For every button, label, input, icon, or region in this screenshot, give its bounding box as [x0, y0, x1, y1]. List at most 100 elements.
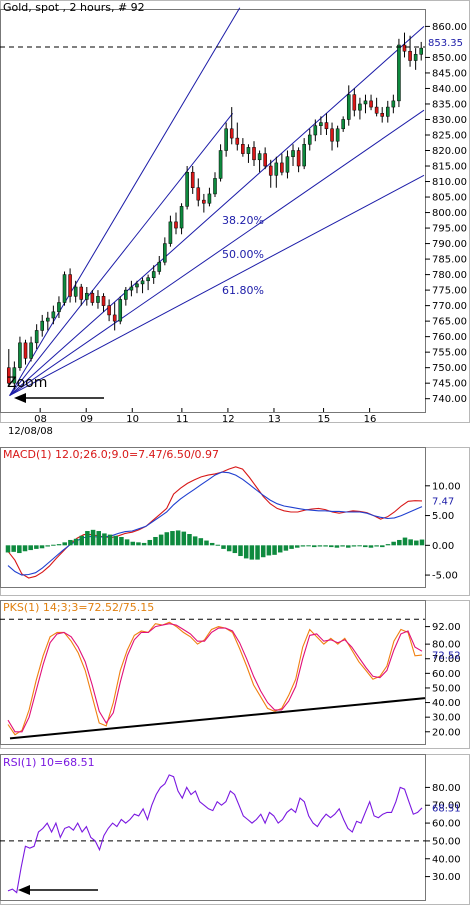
candle-body — [252, 147, 256, 161]
candle-body — [213, 178, 217, 195]
candle-body — [385, 106, 390, 117]
candle-body — [34, 330, 39, 344]
y-tick-label: 820.00 — [432, 146, 467, 157]
macd-panel: MACD(1) 12.0;26.0;9.0=7.47/6.50/0.97 10.… — [0, 447, 470, 596]
histogram-bar — [153, 536, 158, 546]
y-tick-label: 775.00 — [432, 286, 467, 297]
candle-body — [358, 103, 362, 111]
rsi-arrow — [18, 885, 98, 895]
histogram-bar — [243, 545, 249, 559]
histogram-bar — [317, 545, 323, 547]
last-price-label: 853.35 — [428, 38, 463, 49]
candle-body — [235, 137, 240, 145]
candle-body — [90, 292, 95, 303]
y-tick-label: 770.00 — [432, 301, 467, 312]
current-value-label: 72.52 — [432, 651, 461, 662]
histogram-bar — [34, 545, 39, 549]
y-tick-label: 850.00 — [432, 53, 467, 64]
histogram-bar — [266, 545, 272, 556]
candle-body — [163, 243, 167, 263]
y-tick-label: 760.00 — [432, 332, 467, 343]
time-axis: 08 09 10 11 12 13 15 16 — [34, 408, 376, 425]
price-plot-border — [0, 9, 426, 413]
x-tick-label: 15 — [318, 414, 331, 425]
candle-body — [419, 47, 423, 55]
candle-body — [391, 100, 396, 108]
candle-body — [124, 289, 128, 300]
y-tick-label: 800.00 — [432, 208, 467, 219]
candle-body — [291, 150, 295, 157]
candle-body — [380, 113, 384, 117]
histogram-bar — [170, 531, 175, 546]
y-tick-label: 0.00 — [432, 541, 454, 552]
candle-body — [402, 44, 407, 52]
candle-body — [319, 122, 323, 126]
histogram-bar — [68, 539, 73, 546]
histogram-bar — [260, 545, 266, 558]
candle-body — [73, 286, 78, 297]
y-tick-label: 70.00 — [432, 801, 461, 812]
y-tick-label: 20.00 — [432, 727, 461, 738]
candle-body — [413, 54, 418, 61]
histogram-bar — [232, 545, 238, 554]
y-tick-label: 805.00 — [432, 193, 467, 204]
candle-body — [285, 156, 290, 173]
y-tick-label: 860.00 — [432, 22, 467, 33]
series-line-rsi — [7, 774, 423, 894]
histogram-bar — [289, 545, 294, 549]
histogram-bar — [311, 545, 317, 548]
x-tick-label: 08 — [34, 414, 47, 425]
rsi-plot: 80.00 70.00 60.00 50.00 40.00 30.00 68.51 — [0, 774, 461, 894]
price-chart-title: Gold, spot , 2 hours, # 92 — [3, 1, 145, 14]
histogram-bar — [204, 540, 209, 546]
histogram-bar — [5, 545, 11, 553]
x-tick-label: 09 — [80, 414, 93, 425]
x-tick-label: 13 — [268, 414, 281, 425]
candle-body — [241, 144, 245, 154]
histogram-bar — [414, 540, 419, 546]
candle-body — [129, 286, 134, 291]
histogram-bar — [187, 534, 192, 546]
candle-body — [18, 342, 22, 368]
candle-body — [174, 221, 178, 229]
fan-label-61: 61.80% — [222, 284, 264, 297]
price-axis: 740.00 745.00 750.00 755.00 760.00 765.00 770.… — [0, 22, 467, 405]
candle-body — [185, 171, 189, 207]
histogram-bar — [62, 542, 67, 546]
candle-body — [140, 280, 145, 285]
y-tick-label: -5.00 — [432, 571, 458, 582]
candle-body — [296, 150, 301, 167]
histogram-bar — [192, 536, 198, 546]
trend-line — [9, 697, 426, 740]
fan-line — [9, 174, 425, 397]
macd-title-text: MACD(1) 12.0;26.0;9.0=7.47/6.50/0.97 — [3, 448, 219, 461]
series-line-macd — [7, 466, 423, 579]
candle-body — [363, 100, 368, 105]
histogram-bar — [238, 545, 243, 557]
y-tick-label: 780.00 — [432, 270, 467, 281]
histogram-bar — [277, 545, 283, 553]
rsi-panel: RSI(1) 10=68.51 80.00 70.00 60.00 50.00 40.0… — [0, 754, 470, 905]
candle-body — [257, 153, 262, 161]
histogram-bar — [164, 532, 170, 546]
histogram-bar — [175, 530, 181, 546]
stochastic-plot-border — [0, 600, 426, 745]
histogram-bar — [272, 545, 277, 555]
rsi-panel-frame — [0, 754, 470, 905]
price-panel: Gold, spot , 2 hours, # 92 740.00745.007… — [0, 0, 470, 437]
candle-body — [40, 320, 45, 331]
y-tick-label: 30.00 — [432, 872, 461, 883]
histogram-bar — [56, 544, 62, 546]
histogram-bar — [340, 545, 345, 547]
y-tick-label: 810.00 — [432, 177, 467, 188]
y-tick-label: 795.00 — [432, 224, 467, 235]
candle-body — [369, 100, 373, 108]
histogram-bar — [28, 545, 33, 551]
y-tick-label: 765.00 — [432, 317, 467, 328]
rsi-plot-border — [0, 754, 426, 901]
candle-body — [101, 296, 106, 306]
histogram-bar — [11, 545, 16, 552]
x-tick-label: 11 — [176, 414, 189, 425]
series-line--d — [7, 623, 423, 733]
histogram-bar — [96, 531, 101, 546]
